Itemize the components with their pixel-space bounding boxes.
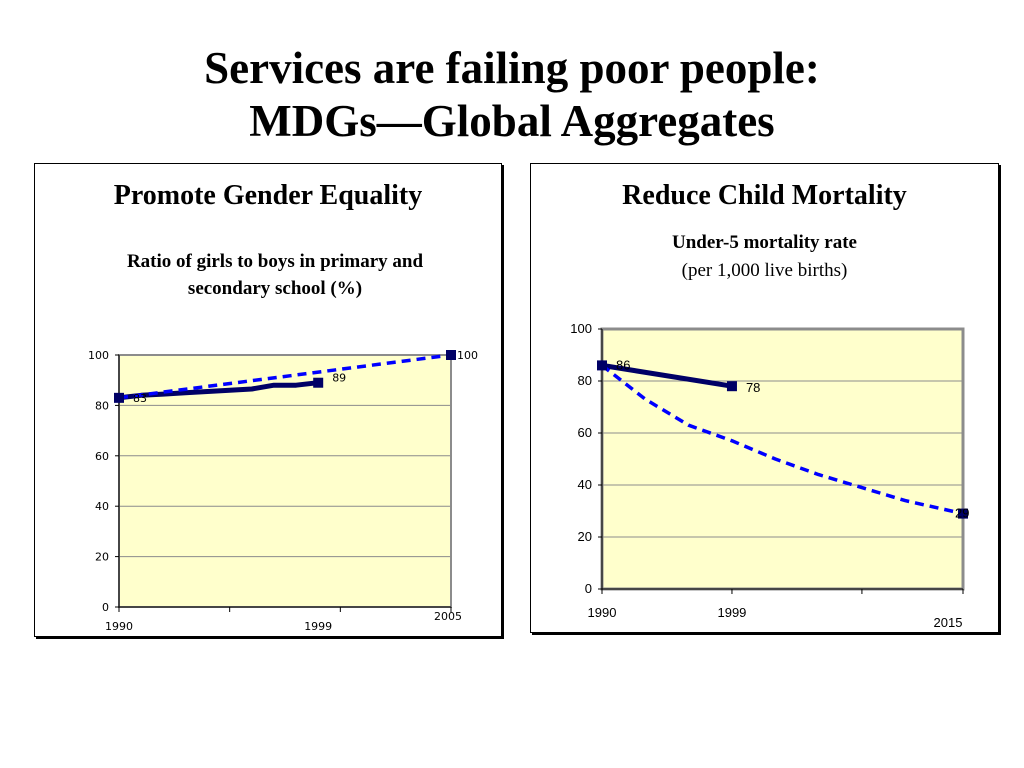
gender-y-tick-label: 80 — [95, 399, 109, 412]
mortality-data-marker — [958, 508, 968, 519]
mortality-data-label: 29 — [955, 506, 969, 521]
mortality-y-tick-label: 0 — [585, 581, 592, 596]
gender-x-tick-label: 1999 — [304, 620, 332, 633]
gender-y-tick-label: 40 — [95, 500, 109, 513]
gender-chart-title: Promote Gender Equality — [113, 180, 423, 211]
mortality-y-tick-label: 80 — [578, 373, 592, 388]
mortality-plot-area — [600, 327, 965, 591]
gender-data-marker — [313, 377, 324, 388]
mortality-y-tick-label: 100 — [570, 321, 592, 336]
mortality-y-tick-label: 20 — [578, 529, 592, 544]
mortality-data-marker — [726, 381, 737, 392]
mortality-y-tick-label: 40 — [578, 477, 592, 492]
gender-data-label: 100 — [457, 349, 478, 362]
gender-data-marker — [446, 350, 456, 360]
slide-title-line-2: MDGs—Global Aggregates — [249, 96, 775, 146]
mortality-series-actual-line — [601, 362, 733, 389]
gender-chart-subtitle: Ratio of girls to boys in primary and se… — [126, 251, 424, 299]
gender-x-tick-label: 2005 — [434, 610, 462, 623]
gender-series-target-line — [118, 353, 452, 400]
mortality-x-tick-label: 1990 — [588, 605, 617, 620]
mortality-data-marker — [597, 360, 607, 371]
gender-equality-chart: 0 20 40 60 80 100 1990 1999 2005 83 89 100 — [88, 349, 478, 633]
slide-title-line-1: Services are failing poor people: — [204, 43, 820, 93]
gender-data-label: 83 — [133, 392, 147, 405]
child-mortality-chart: 0 20 40 60 80 100 1990 1999 2015 86 78 29 — [570, 321, 969, 630]
mortality-series-target-line — [600, 364, 964, 516]
gender-data-label: 89 — [332, 372, 346, 385]
gender-data-marker — [114, 392, 124, 403]
gender-plot-area — [118, 354, 452, 608]
gender-y-tick-label: 60 — [95, 450, 109, 463]
gender-equality-panel: Promote Gender Equality Ratio of girls t… — [34, 163, 502, 637]
mortality-chart-title: Reduce Child Mortality — [622, 180, 907, 211]
mortality-data-label: 78 — [746, 380, 760, 395]
mortality-x-tick-label: 1999 — [717, 605, 746, 620]
gender-x-tick-label: 1990 — [105, 620, 133, 633]
mortality-x-tick-label: 2015 — [934, 615, 963, 630]
mortality-chart-subtitle: (per 1,000 live births) — [681, 260, 848, 281]
gender-y-tick-label: 100 — [88, 349, 109, 362]
mortality-chart-subtitle-bold: Under-5 mortality rate — [671, 232, 857, 253]
child-mortality-panel: Reduce Child Mortality Under-5 mortality… — [530, 163, 999, 633]
slide-title: Services are failing poor people: MDGs—G… — [0, 42, 1024, 148]
gender-y-tick-label: 20 — [95, 551, 109, 564]
mortality-data-label: 86 — [616, 357, 630, 372]
gender-y-tick-label: 0 — [102, 601, 109, 614]
mortality-y-tick-label: 60 — [578, 425, 592, 440]
